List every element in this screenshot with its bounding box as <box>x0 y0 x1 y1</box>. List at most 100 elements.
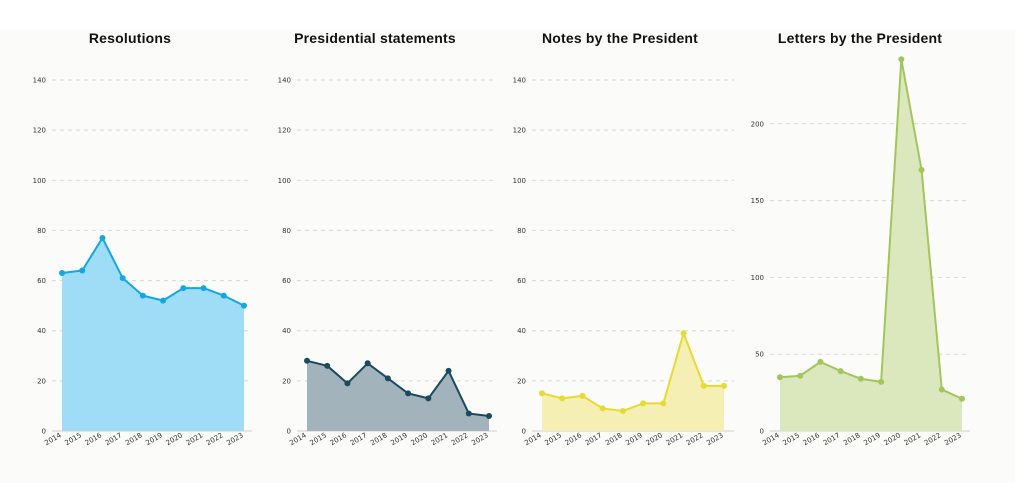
data-point <box>878 378 885 385</box>
x-tick-label: 2022 <box>205 431 224 447</box>
x-tick-label: 2019 <box>389 431 408 447</box>
y-tick-label: 140 <box>513 77 526 85</box>
x-tick-label: 2022 <box>685 431 704 447</box>
data-point <box>918 166 925 173</box>
x-tick-label: 2015 <box>544 431 563 447</box>
chart-panel-presidential-statements: Presidential statements 0 20 40 60 80 100 120 1… <box>245 0 505 483</box>
y-tick-label: 120 <box>33 127 46 135</box>
y-tick-label: 0 <box>42 428 46 436</box>
y-tick-label: 40 <box>517 327 526 335</box>
data-point <box>304 357 310 364</box>
x-tick-label: 2016 <box>564 431 584 447</box>
y-tick-label: 140 <box>33 77 46 85</box>
data-point <box>79 267 86 274</box>
y-tick-label: 80 <box>517 227 526 235</box>
x-tick-label: 2017 <box>584 431 603 447</box>
data-point <box>59 270 65 277</box>
data-point <box>119 275 126 282</box>
series-area <box>542 333 724 431</box>
data-point <box>898 56 905 63</box>
x-tick-label: 2014 <box>288 431 308 447</box>
x-tick-label: 2014 <box>761 431 781 447</box>
y-tick-label: 20 <box>517 377 526 385</box>
series-area <box>62 237 244 431</box>
data-point <box>99 234 106 241</box>
chart-title: Presidential statements <box>294 30 456 46</box>
series-line <box>541 332 724 412</box>
x-tick-label: 2015 <box>309 431 328 447</box>
x-tick-label: 2016 <box>329 431 349 447</box>
data-point <box>959 395 965 402</box>
y-tick-label: 50 <box>755 351 764 359</box>
data-point <box>837 368 844 375</box>
data-point <box>200 285 207 292</box>
data-point <box>139 292 146 299</box>
x-tick-label: 2021 <box>903 431 922 447</box>
y-tick-label: 100 <box>751 274 764 282</box>
data-point <box>384 375 391 382</box>
y-tick-label: 100 <box>33 177 46 185</box>
data-point <box>220 292 227 299</box>
y-tick-label: 0 <box>287 428 291 436</box>
series-line <box>61 236 245 307</box>
x-tick-label: 2015 <box>782 431 801 447</box>
y-tick-label: 20 <box>37 377 46 385</box>
x-tick-label: 2020 <box>645 431 664 447</box>
x-tick-label: 2017 <box>822 431 841 447</box>
data-point <box>599 405 606 412</box>
data-point <box>559 395 566 402</box>
chart-panel-notes-by-the-president: Notes by the President 0 20 40 60 80 100 120 14… <box>490 0 750 483</box>
x-tick-label: 2021 <box>430 431 449 447</box>
x-tick-label: 2020 <box>883 431 902 447</box>
chart-panel-letters-by-the-president: Letters by the President 0 50 100 150 200 201… <box>730 0 990 483</box>
chart-title: Resolutions <box>88 30 172 46</box>
y-tick-label: 80 <box>37 227 46 235</box>
x-tick-label: 2014 <box>43 431 63 447</box>
y-tick-label: 100 <box>513 177 526 185</box>
data-point <box>425 395 432 402</box>
data-point <box>660 400 667 407</box>
data-point <box>539 390 545 397</box>
chart-panel-resolutions: Resolutions 0 20 40 60 80 100 120 140 2014 2015 20… <box>0 0 260 483</box>
y-tick-label: 60 <box>517 277 526 285</box>
x-tick-label: 2022 <box>450 431 469 447</box>
data-point <box>405 390 412 397</box>
chart-title: Notes by the President <box>541 30 699 46</box>
x-tick-label: 2014 <box>523 431 543 447</box>
y-tick-label: 40 <box>37 327 46 335</box>
y-tick-label: 120 <box>278 127 291 135</box>
y-tick-label: 150 <box>751 197 764 205</box>
letters-by-the-president-chart: 0 50 100 150 200 2014 2015 2016 2017 2018 2019 2020… <box>751 56 970 447</box>
data-point <box>344 380 351 387</box>
x-tick-label: 2023 <box>225 431 244 447</box>
x-tick-label: 2016 <box>802 431 822 447</box>
data-point <box>619 407 626 414</box>
data-point <box>241 302 247 309</box>
x-tick-label: 2018 <box>842 431 861 447</box>
data-point <box>721 382 727 389</box>
x-tick-label: 2023 <box>705 431 724 447</box>
x-tick-label: 2015 <box>64 431 83 447</box>
x-tick-label: 2020 <box>165 431 184 447</box>
data-point <box>797 372 804 379</box>
y-tick-label: 40 <box>282 327 291 335</box>
x-tick-label: 2018 <box>124 431 143 447</box>
x-tick-label: 2019 <box>144 431 163 447</box>
data-point <box>640 400 647 407</box>
data-point <box>465 410 472 417</box>
x-tick-label: 2022 <box>923 431 942 447</box>
y-tick-label: 120 <box>513 127 526 135</box>
x-tick-label: 2020 <box>410 431 429 447</box>
y-tick-label: 80 <box>282 227 291 235</box>
x-tick-label: 2019 <box>624 431 643 447</box>
series-line <box>306 359 490 417</box>
y-tick-label: 0 <box>522 428 526 436</box>
x-tick-label: 2017 <box>349 431 368 447</box>
y-tick-label: 60 <box>282 277 291 285</box>
x-tick-label: 2018 <box>604 431 623 447</box>
y-tick-label: 100 <box>278 177 291 185</box>
series-area <box>780 59 962 432</box>
